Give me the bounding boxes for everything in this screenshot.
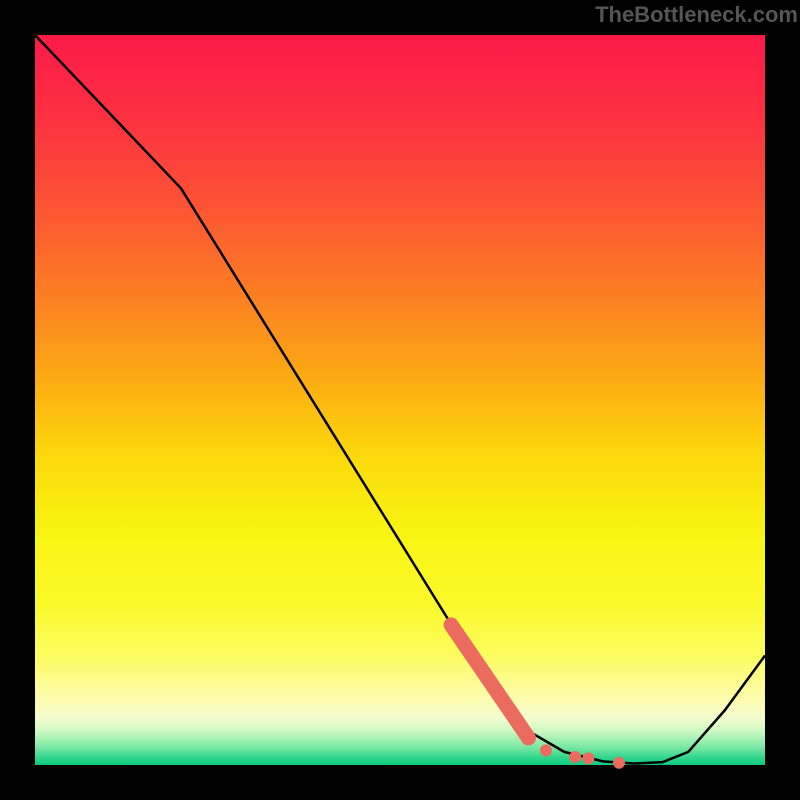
chart-svg xyxy=(0,0,800,800)
chart-container: TheBottleneck.com xyxy=(0,0,800,800)
attribution-label: TheBottleneck.com xyxy=(595,2,798,28)
